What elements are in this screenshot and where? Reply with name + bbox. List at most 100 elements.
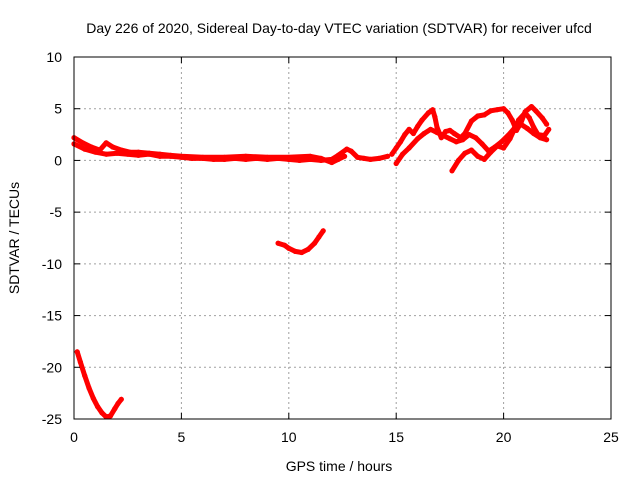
data-point [243,153,249,159]
data-point [82,373,88,379]
data-point [451,130,457,137]
data-point [168,152,174,158]
data-point [275,240,281,246]
data-point [428,126,434,132]
x-tick-label: 5 [178,429,186,445]
y-tick-label: -5 [50,204,63,220]
data-point [342,153,348,159]
data-point [97,147,103,153]
data-point [312,240,318,246]
data-point [118,147,124,153]
data-point [522,110,528,116]
data-point [544,137,550,143]
data-point [299,249,305,256]
data-point [509,117,515,123]
data-point [118,396,124,402]
data-point [99,410,105,416]
data-point [468,147,474,153]
data-point [425,110,431,116]
data-point [468,118,474,124]
data-point [354,154,361,160]
data-point [103,151,109,157]
data-point [449,168,455,174]
data-point [127,149,133,155]
data-point [507,136,513,142]
plot-frame [73,56,612,420]
data-point [475,113,481,119]
data-point [112,406,118,412]
data-point [466,132,472,138]
data-point [103,414,109,420]
data-point [526,115,533,121]
data-point [528,104,535,110]
data-point [430,107,436,113]
y-tick-label: -15 [42,308,62,324]
data-point [453,139,459,145]
data-point [74,349,80,355]
data-point [344,146,350,152]
data-point [80,140,86,146]
data-point [157,151,163,157]
data-series [71,104,552,420]
data-point [479,141,485,147]
x-tick-label: 0 [70,429,78,445]
data-point [432,114,438,120]
data-point [475,153,481,159]
data-point [447,136,453,142]
data-point [86,385,92,391]
data-point [415,123,421,129]
data-point [110,144,116,150]
data-point [498,139,505,145]
data-point [320,228,326,234]
data-point [307,153,313,159]
data-point [90,395,96,401]
data-point [95,404,101,410]
data-point [406,126,412,132]
data-point [135,149,141,155]
data-point [434,129,440,136]
data-point [501,145,507,151]
data-point [406,145,412,151]
data-point [178,153,184,159]
x-axis-label: GPS time / hours [286,458,393,474]
data-point [286,154,292,160]
data-point [329,159,335,166]
data-point [455,157,462,163]
data-point [397,139,404,145]
data-point [367,156,373,162]
data-point [494,107,500,113]
data-point [415,136,421,142]
data-point [481,156,487,162]
data-point [473,135,479,141]
data-point [419,117,425,123]
y-tick-label: -10 [42,256,62,272]
data-point [539,115,545,121]
data-point [460,137,466,143]
x-tick-label: 10 [281,429,297,445]
data-point [305,246,311,252]
data-point [221,154,227,160]
ticks: 0 5 10 15 20 25 -25 -20 -15 -10 -5 0 5 10 [42,49,619,445]
data-point [421,130,427,137]
y-tick-label: -20 [42,359,62,375]
data-point [541,133,548,139]
data-point [462,150,468,156]
data-point [505,110,511,116]
data-point [443,128,449,135]
data-point [434,124,440,130]
data-point [516,117,522,123]
data-point [535,132,541,138]
data-point [440,133,447,139]
grid [74,57,611,419]
data-point [488,149,494,155]
data-point [318,155,324,161]
y-tick-label: 0 [54,152,62,168]
data-point [77,359,83,365]
data-point [348,148,354,154]
data-point [546,126,552,132]
data-point [88,144,94,150]
data-point [292,248,298,254]
data-point [531,124,537,130]
